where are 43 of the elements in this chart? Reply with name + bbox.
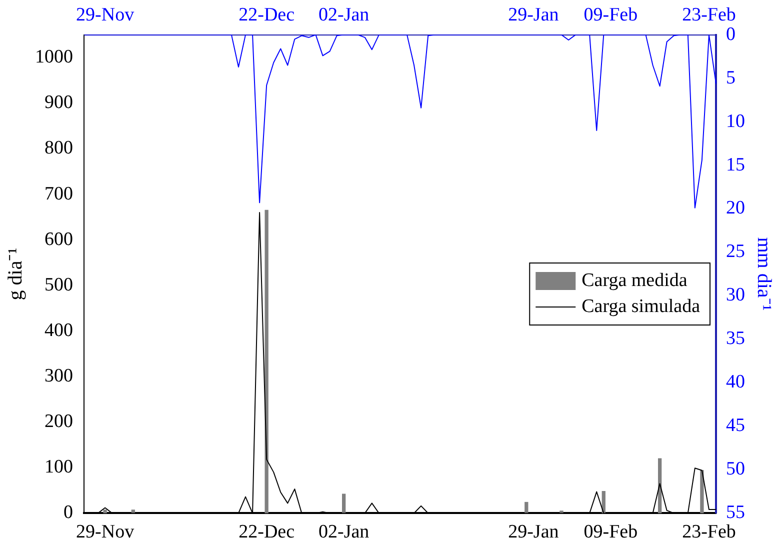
bar [342, 494, 346, 514]
bar [103, 510, 107, 514]
y-tick-label: 0 [64, 502, 73, 524]
category-label: 02-Jan [318, 522, 370, 543]
category-label: 23-Feb [682, 522, 736, 543]
y-tick-label: 1000 [35, 46, 73, 68]
bar [264, 210, 268, 514]
x-tick-label: 22-Dec [238, 4, 295, 26]
x-tick-label: 23-Feb [682, 4, 736, 26]
legend-label: Carga medida [582, 270, 688, 291]
x-tick-label: 02-Jan [318, 4, 370, 26]
y2-tick-label: 40 [726, 372, 745, 393]
y-axis-title: g dia⁻¹ [4, 248, 26, 300]
x-tick-label: 29-Jan [508, 4, 560, 26]
y2-tick-label: 15 [726, 154, 745, 176]
y2-tick-label: 50 [726, 458, 745, 480]
y-tick-label: 700 [44, 183, 73, 204]
category-label: 29-Nov [76, 522, 134, 543]
x-tick-label: 29-Nov [76, 4, 135, 26]
y2-tick-label: 25 [726, 241, 745, 262]
x-tick-label: 09-Feb [584, 4, 638, 26]
category-label: 29-Jan [508, 522, 559, 543]
bar [700, 470, 704, 514]
y-tick-label: 800 [44, 138, 73, 159]
y-tick-label: 500 [44, 274, 73, 296]
y2-tick-label: 35 [726, 328, 745, 350]
y-tick-label: 100 [44, 456, 73, 478]
y2-tick-label: 55 [726, 502, 745, 524]
y2-tick-label: 5 [726, 67, 736, 88]
y2-tick-label: 45 [726, 415, 745, 436]
y2-tick-label: 0 [726, 24, 736, 45]
y2-tick-label: 30 [726, 284, 745, 306]
y2-tick-label: 10 [726, 110, 745, 132]
category-label: 09-Feb [584, 522, 638, 543]
category-label: 22-Dec [238, 522, 295, 543]
y2-tick-label: 20 [726, 198, 745, 219]
y2-axis-title: mm dia⁻¹ [752, 237, 775, 311]
y-tick-label: 300 [44, 366, 73, 386]
y-tick-label: 200 [44, 411, 73, 432]
y-tick-label: 900 [44, 92, 73, 114]
y-tick-label: 600 [44, 228, 73, 250]
legend-label: Carga simulada [582, 296, 701, 317]
y-tick-label: 400 [44, 320, 73, 341]
